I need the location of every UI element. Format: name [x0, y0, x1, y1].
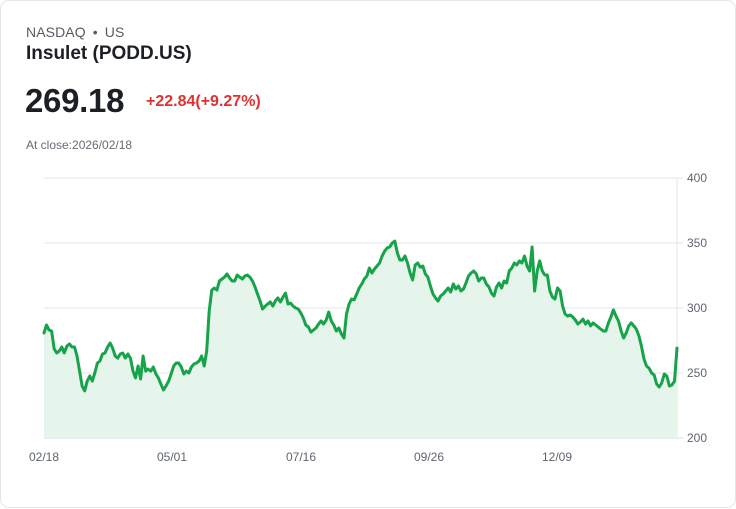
y-tick-label: 250	[687, 366, 707, 380]
price-area-fill	[44, 241, 677, 438]
close-date: At close:2026/02/18	[26, 138, 133, 152]
x-tick-label: 09/26	[414, 450, 444, 464]
exchange-name: NASDAQ	[26, 24, 86, 40]
region: US	[104, 24, 125, 40]
x-axis: 02/18 05/01 07/16 09/26 12/09	[29, 450, 572, 464]
separator-dot: •	[92, 24, 98, 40]
y-tick-label: 400	[687, 171, 707, 185]
exchange-line: NASDAQ • US	[26, 24, 124, 40]
x-tick-label: 12/09	[542, 450, 572, 464]
y-tick-label: 200	[687, 431, 707, 445]
y-tick-label: 300	[687, 301, 707, 315]
price-line	[42, 239, 679, 393]
y-tick-label: 350	[687, 236, 707, 250]
x-tick-label: 07/16	[286, 450, 316, 464]
x-tick-label: 02/18	[29, 450, 59, 464]
current-price: 269.18	[25, 82, 125, 119]
stock-title: Insulet (PODD.US)	[26, 43, 192, 64]
price-change: +22.84(+9.27%)	[146, 93, 261, 110]
x-tick-label: 05/01	[157, 450, 187, 464]
y-axis: 200 250 300 350 400	[687, 171, 707, 445]
